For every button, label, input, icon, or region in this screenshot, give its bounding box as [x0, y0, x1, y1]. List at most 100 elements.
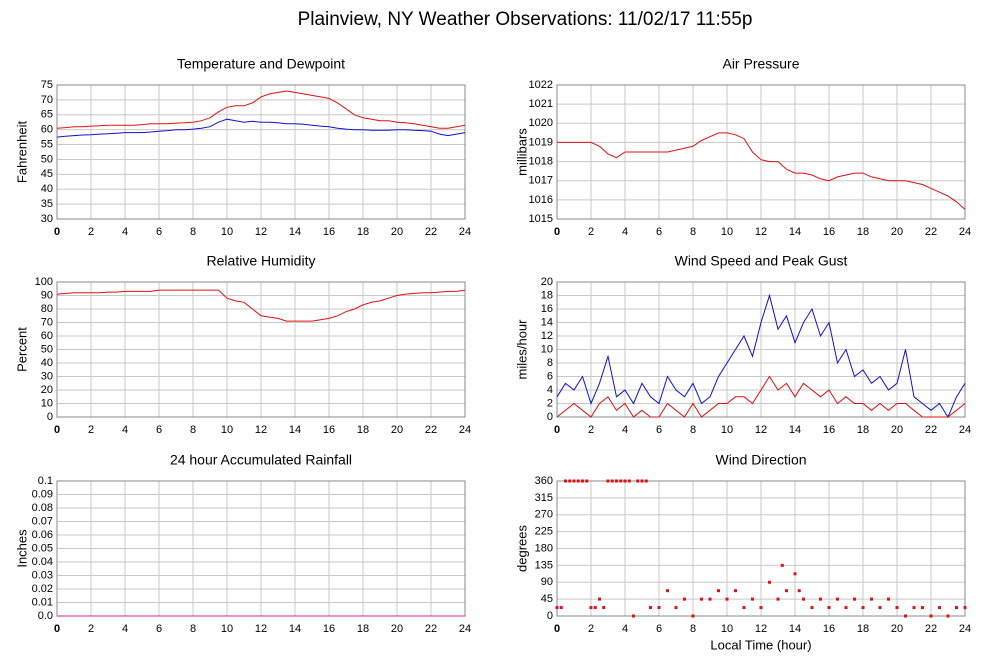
point [904, 614, 907, 618]
y-tick-label: 50 [41, 153, 53, 165]
x-tick-label: 24 [459, 226, 471, 238]
x-tick-label: 18 [857, 424, 869, 436]
x-tick-label: 20 [391, 226, 403, 238]
x-tick-label: 2 [588, 623, 594, 635]
y-tick-label: 1015 [529, 213, 553, 225]
y-tick-label: 270 [535, 509, 553, 521]
y-tick-label: 60 [41, 124, 53, 136]
point [742, 606, 746, 610]
y-tick-label: 45 [541, 593, 553, 605]
x-tick-label: 10 [721, 226, 733, 238]
plot-frame [556, 84, 966, 220]
point [602, 606, 606, 610]
y-tick-label: 315 [535, 492, 553, 504]
x-tick-label: 8 [690, 424, 696, 436]
y-tick-label: 0.01 [32, 596, 53, 608]
y-tick-label: 1020 [529, 117, 553, 129]
x-tick-label: 16 [323, 424, 335, 436]
x-tick-label: 22 [925, 226, 937, 238]
y-tick-label: 90 [41, 289, 53, 301]
point [861, 606, 865, 610]
point [853, 597, 856, 601]
x-tick-label: 20 [891, 623, 903, 635]
y-tick-label: 0.06 [32, 529, 53, 541]
y-tick-label: 60 [41, 330, 53, 342]
y-tick-label: 1022 [529, 79, 553, 91]
x-tick-label: 18 [857, 226, 869, 238]
x-tick-label: 8 [190, 424, 196, 436]
point [921, 606, 924, 610]
x-tick-label: 16 [323, 623, 335, 635]
x-tick-label: 8 [690, 623, 696, 635]
point [836, 597, 839, 601]
x-tick-label: 10 [221, 623, 233, 635]
x-tick-label: 12 [255, 623, 267, 635]
x-tick-label: 10 [721, 424, 733, 436]
y-tick-label: 10 [541, 343, 553, 355]
x-tick-label: 18 [857, 623, 869, 635]
y-tick-label: 100 [35, 276, 53, 288]
x-tick-label: 12 [755, 623, 767, 635]
x-tick-label: 24 [459, 623, 471, 635]
y-tick-label: 14 [541, 316, 553, 328]
y-tick-label: 225 [535, 526, 553, 538]
y-tick-label: 16 [541, 303, 553, 315]
x-tick-label: 24 [959, 623, 971, 635]
point [627, 479, 631, 483]
x-tick-label: 8 [190, 623, 196, 635]
y-tick-label: 0.09 [32, 488, 53, 500]
plot-frame [556, 480, 966, 617]
y-tick-label: 4 [547, 384, 553, 396]
y-tick-label: 20 [41, 384, 53, 396]
x-tick-label: 14 [789, 623, 801, 635]
chart-title: Air Pressure [722, 56, 799, 72]
x-axis-label: Local Time (hour) [710, 637, 811, 652]
point [938, 606, 941, 610]
y-tick-label: 360 [535, 475, 553, 487]
y-tick-label: 0.1 [38, 475, 53, 487]
point [955, 606, 958, 610]
y-tick-label: 2 [547, 397, 553, 409]
x-tick-label: 12 [255, 226, 267, 238]
point [878, 606, 882, 610]
y-tick-label: 1019 [529, 136, 553, 148]
point [946, 614, 950, 618]
chart-title: 24 hour Accumulated Rainfall [170, 452, 352, 468]
x-tick-label: 0 [554, 623, 560, 635]
point [585, 479, 589, 483]
point [691, 614, 695, 618]
x-tick-label: 0 [54, 424, 60, 436]
x-tick-label: 24 [459, 424, 471, 436]
point [623, 479, 627, 483]
point [895, 606, 899, 610]
y-tick-label: 0 [47, 411, 53, 423]
point [632, 614, 635, 618]
x-tick-label: 6 [656, 424, 662, 436]
x-tick-label: 14 [789, 424, 801, 436]
chart-title: Temperature and Dewpoint [177, 56, 345, 72]
y-axis-label: Inches [14, 529, 29, 568]
point [797, 589, 801, 593]
point [640, 479, 644, 483]
x-tick-label: 18 [357, 226, 369, 238]
y-tick-label: 1018 [529, 155, 553, 167]
point [751, 597, 754, 601]
x-tick-label: 10 [221, 424, 233, 436]
y-tick-label: 0.04 [32, 556, 53, 568]
point [564, 479, 567, 483]
point [674, 606, 678, 610]
x-tick-label: 4 [122, 226, 128, 238]
point [802, 597, 805, 601]
point [725, 597, 729, 601]
x-tick-label: 16 [323, 226, 335, 238]
x-tick-label: 14 [789, 226, 801, 238]
point [636, 479, 640, 483]
x-tick-label: 22 [925, 424, 937, 436]
series-line [557, 132, 966, 210]
point [819, 597, 822, 601]
y-tick-label: 20 [541, 276, 553, 288]
x-tick-label: 0 [554, 226, 560, 238]
point [759, 606, 763, 610]
series-line [556, 375, 966, 418]
x-tick-label: 4 [122, 623, 128, 635]
